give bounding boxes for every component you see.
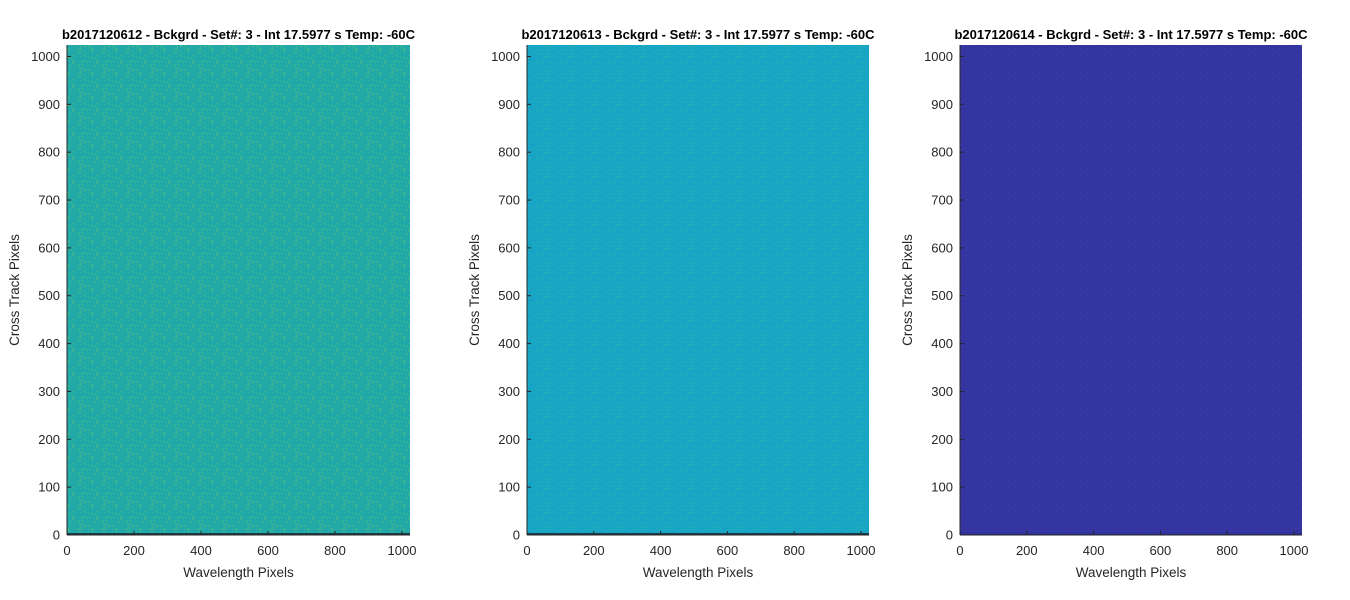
heatmap-panel-2: 0 200 400 600 800 1000 0 100 200 300 400 500 600 700 8…	[467, 27, 875, 580]
chart-title: b2017120614 - Bckgrd - Set#: 3 - Int 17.…	[954, 27, 1308, 42]
y-tick-label: 500	[38, 288, 60, 303]
y-tick-label: 0	[513, 528, 520, 543]
x-axis-label: Wavelength Pixels	[183, 565, 294, 580]
x-tick-label: 0	[63, 543, 70, 558]
x-tick-label: 400	[1083, 543, 1105, 558]
y-tick-label: 100	[498, 480, 520, 495]
y-tick-label: 300	[38, 384, 60, 399]
x-tick-label: 1000	[1280, 543, 1309, 558]
heatmap-bottom-row	[67, 533, 410, 535]
heatmap-image	[960, 45, 1302, 535]
heatmap-panel-1: 0 200 400 600 800 1000 0 100 200 300 400 500 600 700 8…	[7, 27, 416, 580]
x-axis-label: Wavelength Pixels	[1076, 565, 1187, 580]
x-tick-label: 200	[1016, 543, 1038, 558]
x-tick-label: 400	[650, 543, 672, 558]
y-tick-label: 1000	[924, 49, 953, 64]
x-tick-label: 0	[523, 543, 530, 558]
y-tick-label: 300	[931, 384, 953, 399]
x-tick-label: 200	[583, 543, 605, 558]
y-tick-label: 0	[946, 528, 953, 543]
y-tick-label: 300	[498, 384, 520, 399]
y-tick-label: 1000	[31, 49, 60, 64]
x-tick-label: 800	[1216, 543, 1238, 558]
y-tick-label: 0	[53, 528, 60, 543]
y-tick-label: 500	[498, 288, 520, 303]
y-tick-label: 1000	[491, 49, 520, 64]
y-tick-label: 700	[38, 193, 60, 208]
chart-title: b2017120613 - Bckgrd - Set#: 3 - Int 17.…	[521, 27, 875, 42]
x-tick-label: 800	[324, 543, 346, 558]
x-tick-label: 600	[717, 543, 739, 558]
y-tick-label: 200	[38, 432, 60, 447]
x-tick-label: 400	[190, 543, 212, 558]
x-tick-label: 1000	[847, 543, 876, 558]
x-tick-label: 600	[257, 543, 279, 558]
chart-title: b2017120612 - Bckgrd - Set#: 3 - Int 17.…	[62, 27, 416, 42]
x-tick-label: 1000	[388, 543, 417, 558]
y-tick-label: 400	[931, 336, 953, 351]
x-tick-label: 0	[956, 543, 963, 558]
heatmap-image	[527, 45, 869, 535]
x-tick-label: 600	[1150, 543, 1172, 558]
y-tick-label: 700	[498, 193, 520, 208]
y-axis-label: Cross Track Pixels	[7, 234, 22, 346]
heatmap-image	[67, 45, 410, 535]
y-tick-label: 200	[498, 432, 520, 447]
y-tick-label: 900	[931, 97, 953, 112]
heatmap-panel-3: 0 200 400 600 800 1000 0 100 200 300 400 500 600 700 8…	[900, 27, 1308, 580]
y-tick-label: 100	[931, 480, 953, 495]
x-tick-label: 200	[123, 543, 145, 558]
y-tick-label: 900	[38, 97, 60, 112]
y-tick-label: 600	[498, 240, 520, 255]
y-tick-label: 200	[931, 432, 953, 447]
y-tick-label: 500	[931, 288, 953, 303]
y-tick-label: 900	[498, 97, 520, 112]
y-tick-label: 600	[931, 240, 953, 255]
y-axis-label: Cross Track Pixels	[900, 234, 915, 346]
y-axis-label: Cross Track Pixels	[467, 234, 482, 346]
heatmap-bottom-row	[960, 533, 1302, 535]
y-tick-label: 400	[498, 336, 520, 351]
y-tick-label: 400	[38, 336, 60, 351]
y-tick-label: 800	[38, 145, 60, 160]
y-tick-label: 100	[38, 480, 60, 495]
x-tick-label: 800	[783, 543, 805, 558]
y-tick-label: 800	[931, 145, 953, 160]
x-axis-label: Wavelength Pixels	[643, 565, 754, 580]
y-tick-label: 700	[931, 193, 953, 208]
heatmap-bottom-row	[527, 533, 869, 535]
y-tick-label: 800	[498, 145, 520, 160]
y-tick-label: 600	[38, 240, 60, 255]
